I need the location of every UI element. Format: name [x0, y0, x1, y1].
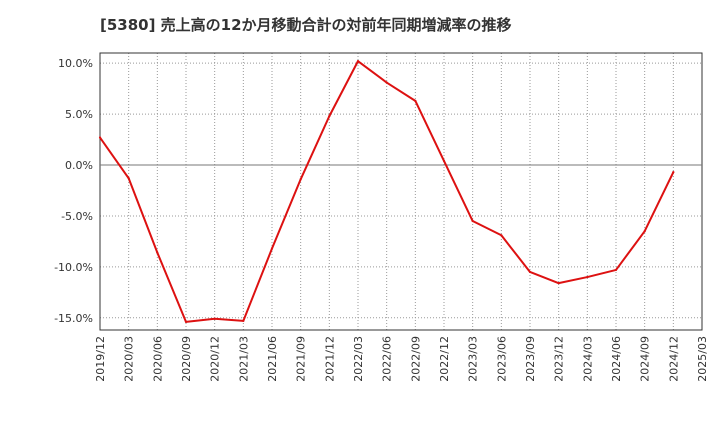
x-tick-label: 2021/12 [323, 336, 336, 382]
y-tick-label: -15.0% [54, 312, 93, 325]
data-point [500, 234, 503, 237]
x-tick-label: 2020/09 [180, 336, 193, 382]
data-point [127, 177, 130, 180]
x-tick-label: 2023/09 [524, 336, 537, 382]
x-tick-label: 2022/12 [438, 336, 451, 382]
data-point [328, 115, 331, 118]
y-tick-label: -5.0% [61, 210, 93, 223]
data-point [414, 99, 417, 102]
x-tick-label: 2022/09 [409, 336, 422, 382]
x-tick-label: 2024/06 [610, 336, 623, 382]
y-axis: 10.0% 5.0% 0.0% -5.0% -10.0% -15.0% [54, 57, 93, 325]
y-tick-label: 5.0% [65, 108, 93, 121]
x-tick-label: 2020/03 [123, 336, 136, 382]
x-tick-label: 2023/03 [467, 336, 480, 382]
data-point [643, 230, 646, 233]
data-point [471, 219, 474, 223]
data-point [672, 171, 675, 174]
x-tick-label: 2020/12 [209, 336, 222, 382]
data-point [442, 159, 446, 163]
x-tick-label: 2019/12 [94, 336, 107, 382]
x-tick-label: 2023/06 [495, 336, 508, 382]
data-point [557, 282, 560, 285]
data-point [213, 317, 216, 320]
y-tick-label: 0.0% [65, 159, 93, 172]
plot-area-frame [99, 52, 703, 331]
grid-layer [100, 53, 702, 330]
x-tick-label: 2024/12 [667, 336, 680, 382]
data-point [356, 60, 360, 63]
y-tick-label: 10.0% [58, 57, 93, 70]
data-point [98, 136, 102, 139]
x-tick-label: 2022/03 [352, 336, 365, 382]
data-point [528, 270, 532, 274]
data-point [586, 275, 589, 279]
x-tick-label: 2021/03 [237, 336, 250, 382]
y-tick-label: -10.0% [54, 261, 93, 274]
data-point [270, 247, 274, 250]
series-layer [98, 60, 675, 323]
x-tick-label: 2023/12 [553, 336, 566, 382]
data-point [385, 81, 388, 84]
data-point [614, 268, 618, 272]
data-point [299, 178, 302, 181]
x-tick-label: 2021/09 [295, 336, 308, 382]
x-tick-label: 2024/03 [581, 336, 594, 382]
data-point [242, 319, 245, 322]
x-tick-label: 2020/06 [151, 336, 164, 382]
x-tick-label: 2021/06 [266, 336, 279, 382]
data-point [156, 251, 159, 254]
x-tick-label: 2024/09 [639, 336, 652, 382]
data-point [184, 320, 188, 323]
chart-title: [5380] 売上高の12か月移動合計の対前年同期増減率の推移 [100, 16, 512, 34]
x-axis: 2019/12 2020/03 2020/06 2020/09 2020/12 2021/… [94, 336, 709, 382]
x-tick-label: 2025/03 [696, 336, 709, 382]
x-tick-label: 2022/06 [381, 336, 394, 382]
